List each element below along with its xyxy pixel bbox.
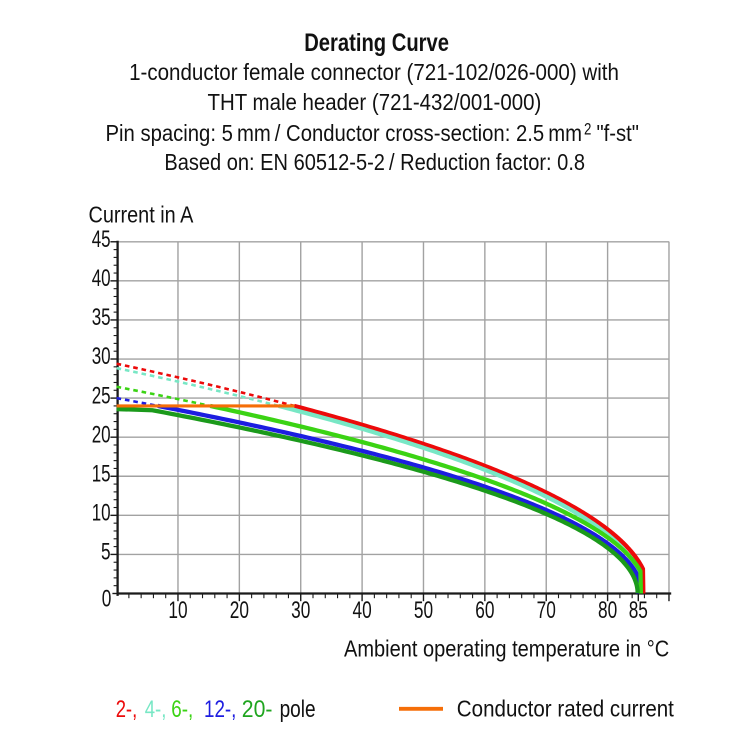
svg-text:30: 30	[92, 343, 111, 370]
svg-text:Ambient operating temperature: Ambient operating temperature in °C	[344, 636, 669, 662]
svg-text:Derating Curve: Derating Curve	[304, 29, 449, 57]
svg-text:35: 35	[92, 304, 111, 331]
svg-text:10: 10	[168, 597, 187, 624]
svg-text:6-,: 6-,	[171, 696, 193, 723]
svg-text:85: 85	[629, 597, 648, 624]
svg-text:Based on: EN 60512-5-2 / Reduc: Based on: EN 60512-5-2 / Reduction facto…	[164, 149, 585, 175]
svg-text:2: 2	[584, 121, 591, 139]
svg-text:"f-st": "f-st"	[597, 120, 640, 146]
svg-text:20-: 20-	[242, 696, 273, 723]
svg-text:Current in A: Current in A	[89, 202, 194, 228]
svg-text:15: 15	[92, 460, 111, 487]
svg-text:5: 5	[101, 539, 111, 566]
svg-text:50: 50	[414, 597, 433, 624]
svg-text:pole: pole	[280, 696, 316, 723]
svg-text:12-,: 12-,	[204, 696, 236, 723]
svg-text:1-conductor female connector (: 1-conductor female connector (721-102/02…	[129, 59, 619, 85]
svg-text:Pin spacing: 5 mm / Conductor: Pin spacing: 5 mm / Conductor cross-sect…	[106, 120, 583, 146]
svg-text:70: 70	[537, 597, 556, 624]
svg-text:4-,: 4-,	[145, 696, 167, 723]
svg-text:2-,: 2-,	[116, 696, 138, 723]
svg-text:10: 10	[92, 500, 111, 527]
svg-text:60: 60	[475, 597, 494, 624]
svg-text:25: 25	[92, 382, 111, 409]
svg-text:THT male header (721-432/001-0: THT male header (721-432/001-000)	[208, 89, 542, 115]
svg-text:45: 45	[92, 226, 111, 253]
svg-text:40: 40	[92, 265, 111, 292]
svg-text:30: 30	[291, 597, 310, 624]
svg-text:40: 40	[353, 597, 372, 624]
svg-text:0: 0	[102, 585, 112, 612]
svg-text:80: 80	[598, 597, 617, 624]
svg-text:Conductor rated current: Conductor rated current	[457, 696, 675, 722]
svg-text:20: 20	[92, 421, 111, 448]
svg-text:20: 20	[230, 597, 249, 624]
